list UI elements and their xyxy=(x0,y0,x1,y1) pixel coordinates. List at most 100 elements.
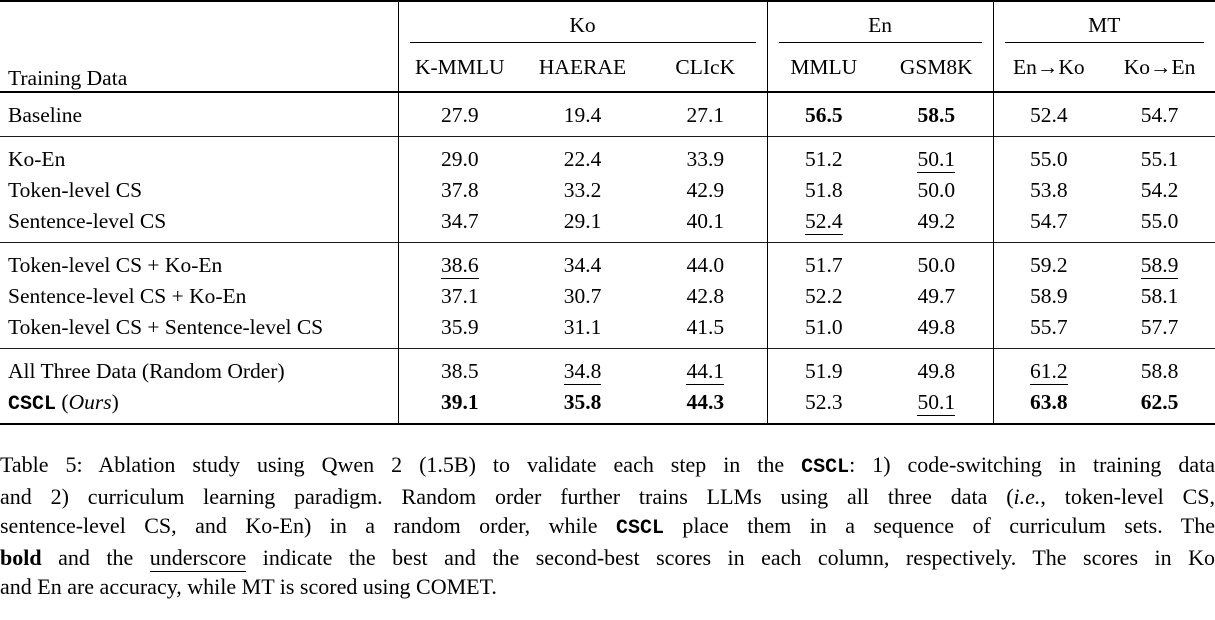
row-label: Sentence-level CS xyxy=(0,206,399,243)
score-cell: 41.5 xyxy=(644,312,768,349)
score-value: 51.7 xyxy=(804,253,843,277)
text-segment: and 2) curriculum learning paradigm. Ran… xyxy=(0,484,1014,509)
score-value: 31.1 xyxy=(563,315,602,339)
score-cell: 50.0 xyxy=(880,242,994,281)
score-value: 58.1 xyxy=(1140,284,1179,308)
best-score: 39.1 xyxy=(440,390,479,414)
score-cell: 49.2 xyxy=(880,206,994,243)
score-value: 58.9 xyxy=(1029,284,1068,308)
score-value: 22.4 xyxy=(563,147,602,171)
text-segment: All Three Data (Random Order) xyxy=(8,359,285,383)
score-cell: 44.1 xyxy=(644,348,768,387)
score-value: 33.2 xyxy=(563,178,602,202)
second-best-score: 61.2 xyxy=(1029,359,1068,385)
score-cell: 37.8 xyxy=(398,175,521,206)
score-cell: 58.1 xyxy=(1104,281,1215,312)
score-cell: 37.1 xyxy=(398,281,521,312)
row-label: Token-level CS xyxy=(0,175,399,206)
best-score: 63.8 xyxy=(1029,390,1068,414)
score-value: 30.7 xyxy=(563,284,602,308)
score-cell: 55.1 xyxy=(1104,136,1215,175)
score-cell: 54.2 xyxy=(1104,175,1215,206)
group-header-ko: Ko xyxy=(398,1,768,43)
table-row: CSCL (Ours) 39.1 35.8 44.3 52.3 50.1 63.8 62.5 xyxy=(0,387,1215,424)
score-value: 33.9 xyxy=(686,147,725,171)
score-value: 52.4 xyxy=(1029,103,1068,127)
caption-line: Table 5: Ablation study using Qwen 2 (1.… xyxy=(0,450,1215,482)
text-segment-italic: i.e. xyxy=(1013,484,1041,509)
table-row: Token-level CS 37.8 33.2 42.9 51.8 50.0 53.8 54… xyxy=(0,175,1215,206)
score-value: 51.2 xyxy=(804,147,843,171)
score-cell: 62.5 xyxy=(1104,387,1215,424)
score-value: 49.7 xyxy=(917,284,956,308)
score-cell: 42.8 xyxy=(644,281,768,312)
text-segment-mono: CSCL xyxy=(8,392,57,416)
row-label: Token-level CS + Sentence-level CS xyxy=(0,312,399,349)
score-cell: 51.0 xyxy=(767,312,880,349)
score-value: 51.0 xyxy=(804,315,843,339)
score-value: 55.7 xyxy=(1029,315,1068,339)
score-cell: 55.0 xyxy=(993,136,1105,175)
score-value: 49.8 xyxy=(917,359,956,383)
score-value: 54.7 xyxy=(1140,103,1179,127)
text-segment: Token-level CS + Ko-En xyxy=(8,253,223,277)
text-segment: , token-level CS, xyxy=(1040,484,1215,509)
row-label: Token-level CS + Ko-En xyxy=(0,242,399,281)
score-cell: 52.2 xyxy=(767,281,880,312)
text-segment: : 1) code-switching in training data xyxy=(849,452,1215,477)
en-cmidrule: En xyxy=(778,13,982,43)
score-cell: 58.9 xyxy=(1104,242,1215,281)
mt-cmidrule: MT xyxy=(1004,13,1205,43)
score-value: 27.1 xyxy=(686,103,725,127)
score-cell: 49.8 xyxy=(880,312,994,349)
score-value: 44.0 xyxy=(686,253,725,277)
score-value: 27.9 xyxy=(440,103,479,127)
mt-group-label: MT xyxy=(1088,13,1121,37)
group-header-row: Training Data Ko En MT xyxy=(0,1,1215,93)
table-row: Token-level CS + Sentence-level CS 35.9 31… xyxy=(0,312,1215,349)
score-cell: 29.1 xyxy=(521,206,644,243)
table-row: Baseline 27.9 19.4 27.1 56.5 58.5 52.4 54.7 xyxy=(0,92,1215,137)
best-score: 35.8 xyxy=(563,390,602,414)
score-value: 52.2 xyxy=(804,284,843,308)
score-value: 35.9 xyxy=(440,315,479,339)
score-cell: 34.4 xyxy=(521,242,644,281)
score-value: 40.1 xyxy=(686,209,725,233)
text-segment: Ko-En xyxy=(8,147,66,171)
score-cell: 61.2 xyxy=(993,348,1105,387)
score-cell: 54.7 xyxy=(993,206,1104,243)
score-cell: 29.0 xyxy=(398,136,521,175)
row-label: Ko-En xyxy=(0,136,399,175)
group-header-en: En xyxy=(767,1,994,43)
score-cell: 39.1 xyxy=(398,387,521,424)
text-segment: ( xyxy=(56,389,69,414)
ablation-table: Training Data Ko En MT K-MMLU HAERAE CLI… xyxy=(0,0,1215,425)
second-best-score: 50.1 xyxy=(917,390,956,416)
second-best-score: 50.1 xyxy=(917,147,956,173)
score-value: 49.2 xyxy=(917,209,956,233)
col-header-haerae: HAERAE xyxy=(521,43,644,93)
best-score: 56.5 xyxy=(804,103,843,127)
score-value: 55.1 xyxy=(1140,147,1179,171)
score-value: 50.0 xyxy=(917,178,956,202)
row-group-3: All Three Data (Random Order) 38.5 34.8 44.… xyxy=(0,348,1215,424)
score-value: 58.8 xyxy=(1140,359,1179,383)
text-segment: Token-level CS xyxy=(8,178,143,202)
score-cell: 38.5 xyxy=(398,348,521,387)
score-cell: 22.4 xyxy=(521,136,644,175)
row-label: Sentence-level CS + Ko-En xyxy=(0,281,399,312)
score-cell: 58.9 xyxy=(993,281,1104,312)
caption-line: sentence-level CS, and Ko-En) in a rando… xyxy=(0,511,1215,543)
score-value: 42.8 xyxy=(686,284,725,308)
caption-line: bold and the underscore indicate the bes… xyxy=(0,543,1215,572)
score-cell: 50.0 xyxy=(880,175,994,206)
score-value: 29.0 xyxy=(440,147,479,171)
score-cell: 55.0 xyxy=(1104,206,1215,243)
score-cell: 19.4 xyxy=(521,92,644,137)
training-data-header: Training Data xyxy=(0,1,399,93)
score-value: 59.2 xyxy=(1029,253,1068,277)
en-group-label: En xyxy=(868,13,892,37)
score-value: 54.2 xyxy=(1140,178,1179,202)
table-row: Token-level CS + Ko-En 38.6 34.4 44.0 51.7 50… xyxy=(0,242,1215,281)
